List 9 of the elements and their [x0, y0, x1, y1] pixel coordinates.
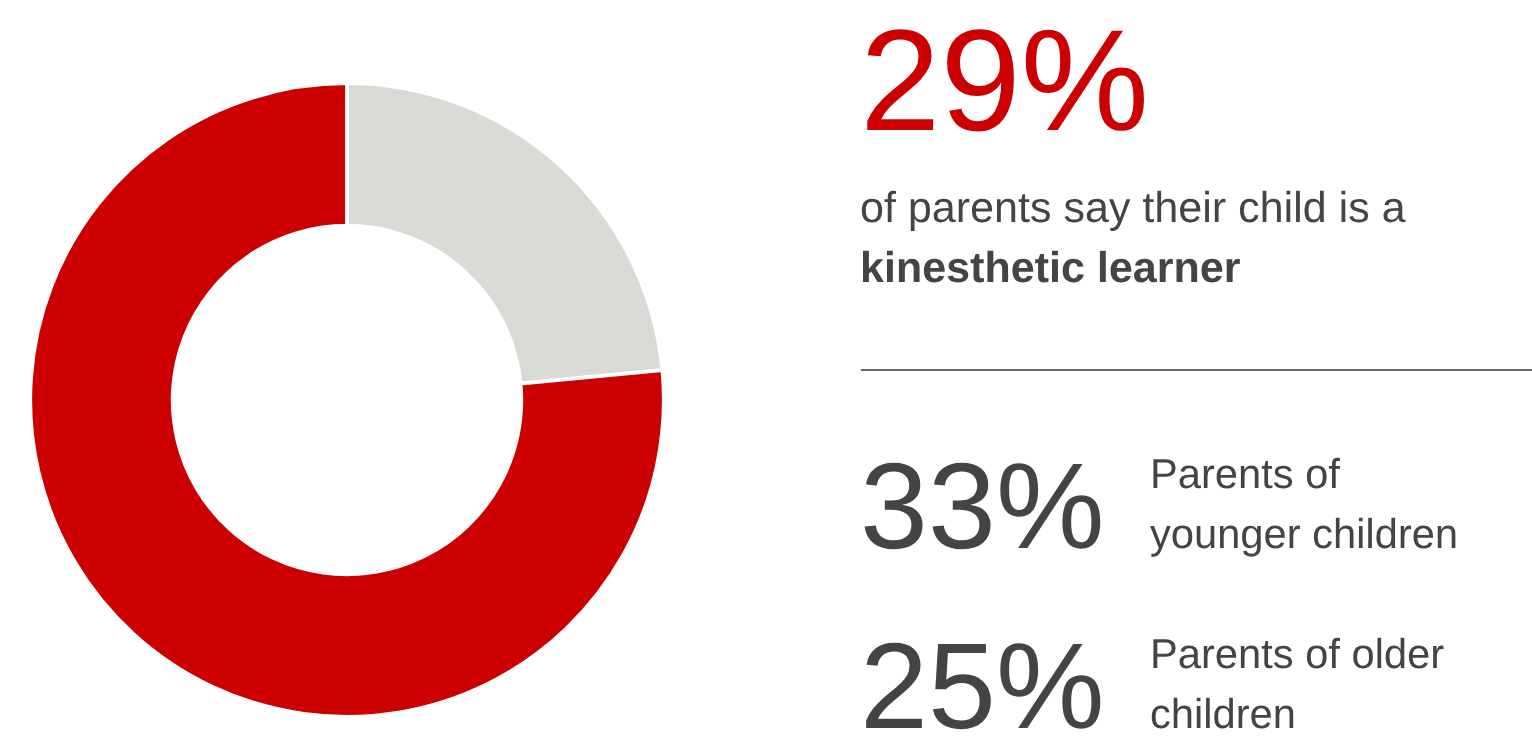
- text: 29%: [867, 29, 1144, 132]
- text: 25%: [866, 642, 1101, 730]
- text: Parents of: [1153, 457, 1340, 489]
- text: of parents say their child is a: [861, 190, 1406, 231]
- text: kinesthetic learner: [863, 250, 1240, 283]
- text: Parents of older: [1153, 637, 1444, 669]
- text: children: [1151, 697, 1294, 729]
- text: younger children: [1150, 517, 1456, 557]
- text: 33%: [864, 462, 1101, 550]
